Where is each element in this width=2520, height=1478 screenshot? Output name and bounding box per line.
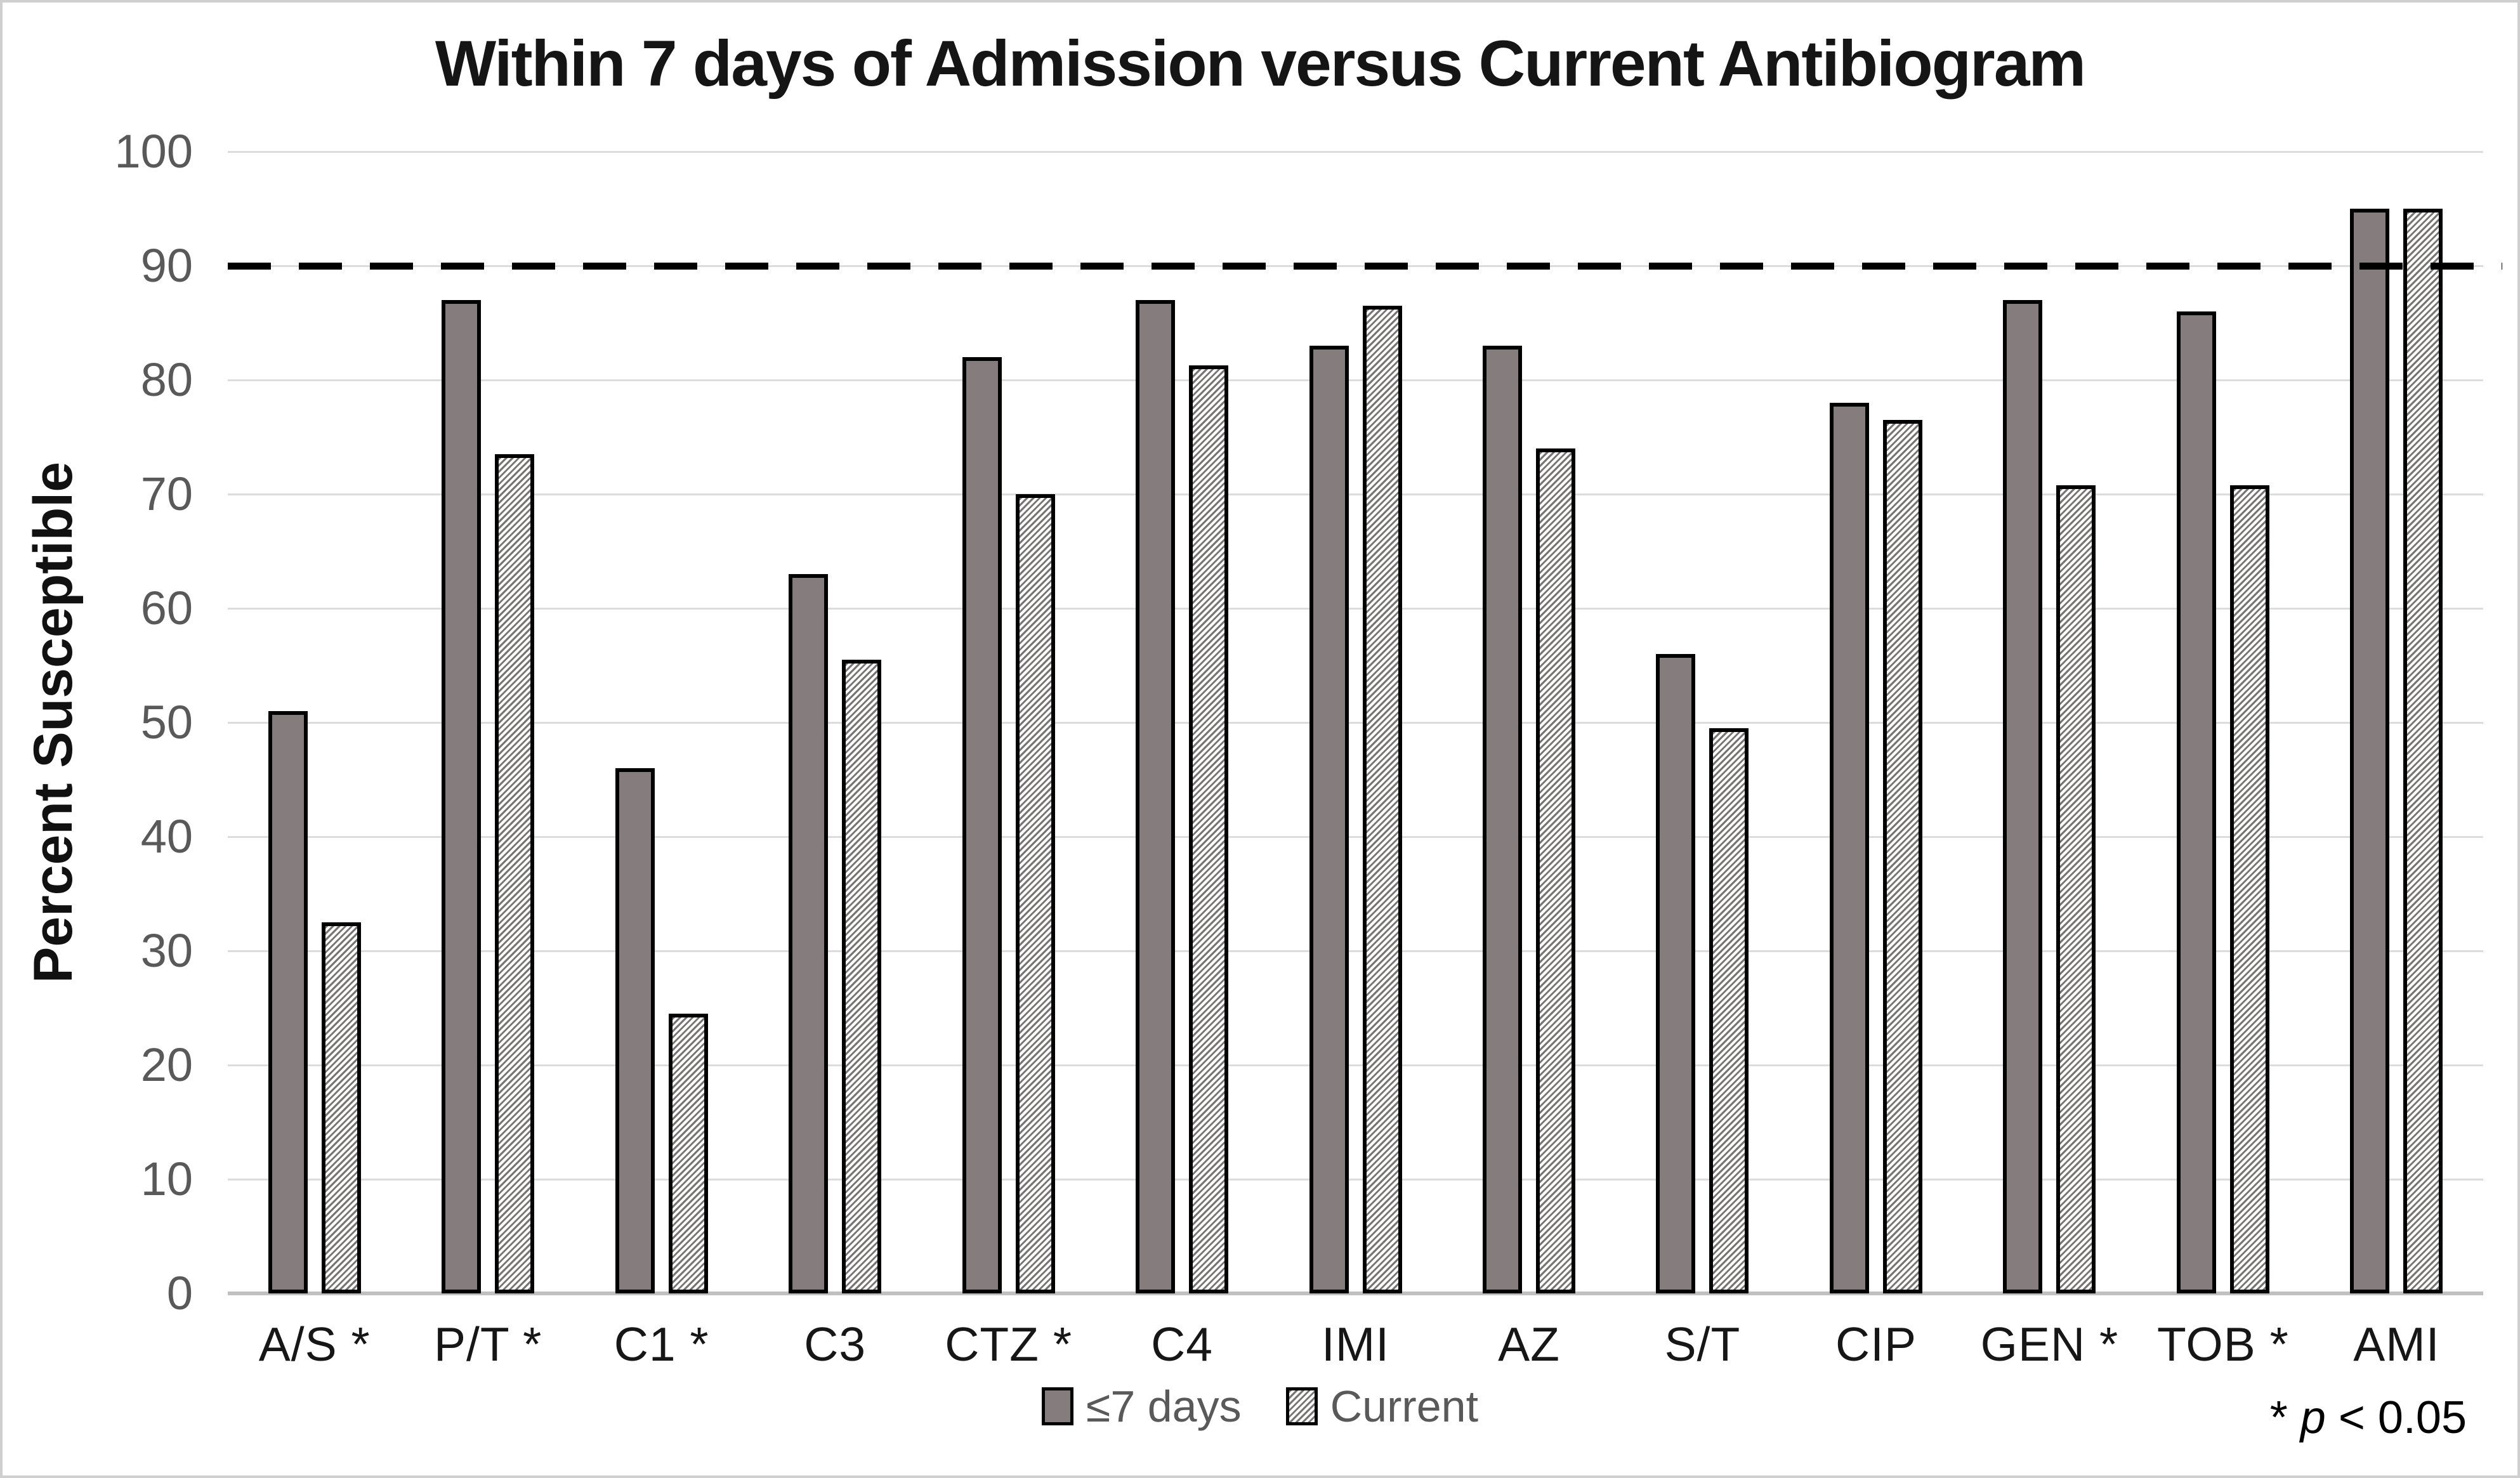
legend-swatch-hatched — [1285, 1387, 1318, 1425]
legend-item-current: Current — [1285, 1381, 1479, 1432]
bar-current-st — [1709, 728, 1749, 1293]
x-axis-labels: A/S * P/T * C1 * C3 CTZ * C4 IMI AZ S/T CIP GEN * T… — [228, 1317, 2483, 1371]
bar-group-c1 — [575, 152, 748, 1293]
bar-group-pt — [401, 152, 574, 1293]
y-tick-label-50: 50 — [140, 696, 193, 749]
bar-current-imi — [1362, 306, 1402, 1293]
x-label-c4: C4 — [1151, 1318, 1214, 1371]
x-label-az: AZ — [1498, 1318, 1560, 1371]
bar-le7days-ctz — [962, 357, 1002, 1293]
bar-group-imi — [1269, 152, 1442, 1293]
footnote-prefix: * — [2269, 1392, 2300, 1443]
x-label-c1: C1 * — [614, 1318, 709, 1371]
bar-current-c3 — [842, 660, 882, 1293]
gridline-30 — [228, 950, 2483, 952]
chart-title: Within 7 days of Admission versus Curren… — [435, 27, 2086, 100]
bar-le7days-pt — [442, 300, 482, 1293]
x-label-ami: AMI — [2353, 1318, 2440, 1371]
bar-current-cip — [1882, 420, 1922, 1293]
bar-current-c4 — [1189, 365, 1229, 1293]
bar-group-st — [1616, 152, 1789, 1293]
x-label-tob: TOB * — [2156, 1318, 2289, 1371]
bar-group-cip — [1789, 152, 1962, 1293]
bar-current-ctz — [1015, 494, 1055, 1293]
gridline-20 — [228, 1064, 2483, 1066]
bar-current-as — [321, 922, 361, 1293]
legend-item-le7days: ≤7 days — [1041, 1381, 1242, 1432]
gridline-60 — [228, 608, 2483, 610]
x-label-as: A/S * — [258, 1318, 371, 1371]
x-label-imi: IMI — [1321, 1318, 1390, 1371]
y-tick-label-30: 30 — [140, 924, 193, 977]
y-tick-label-10: 10 — [140, 1153, 193, 1205]
bar-group-gen — [1963, 152, 2136, 1293]
y-tick-label-0: 0 — [166, 1267, 193, 1319]
significance-footnote: * p < 0.05 — [2270, 1392, 2467, 1444]
x-label-pt: P/T * — [434, 1318, 542, 1371]
bar-le7days-tob — [2176, 311, 2216, 1293]
reference-line-90 — [228, 263, 2502, 270]
bar-le7days-st — [1656, 654, 1696, 1293]
legend-label-current: Current — [1330, 1382, 1479, 1431]
gridline-40 — [228, 836, 2483, 838]
bar-current-c1 — [668, 1014, 708, 1293]
y-tick-label-90: 90 — [140, 239, 193, 292]
bar-current-pt — [495, 454, 535, 1293]
legend-swatch-solid — [1041, 1387, 1073, 1425]
bar-group-c3 — [748, 152, 921, 1293]
x-label-c3: C3 — [804, 1318, 867, 1371]
y-axis-tick-labels: 0 10 20 30 40 50 60 70 80 90 100 — [3, 3, 193, 1475]
x-axis-line — [228, 1292, 2483, 1295]
legend-label-le7days: ≤7 days — [1086, 1382, 1242, 1431]
bar-le7days-as — [268, 711, 308, 1293]
legend: ≤7 days Current — [3, 1378, 2517, 1435]
bar-current-az — [1536, 448, 1576, 1293]
bar-group-ctz — [922, 152, 1095, 1293]
bar-current-ami — [2403, 209, 2443, 1293]
y-tick-label-80: 80 — [140, 353, 193, 406]
gridline-50 — [228, 722, 2483, 724]
bar-group-tob — [2136, 152, 2309, 1293]
footnote-suffix: < 0.05 — [2325, 1392, 2467, 1443]
gridline-10 — [228, 1179, 2483, 1180]
bar-group-as — [228, 152, 401, 1293]
gridline-80 — [228, 379, 2483, 381]
bar-group-c4 — [1095, 152, 1268, 1293]
x-label-ctz: CTZ * — [945, 1318, 1073, 1371]
gridline-100 — [228, 151, 2483, 153]
bar-le7days-gen — [2003, 300, 2043, 1293]
gridline-70 — [228, 494, 2483, 495]
bar-group-az — [1442, 152, 1615, 1293]
bar-le7days-c3 — [789, 574, 829, 1293]
x-label-gen: GEN * — [1980, 1318, 2119, 1371]
bar-le7days-az — [1483, 346, 1523, 1293]
bar-le7days-ami — [2350, 209, 2390, 1293]
bar-le7days-c1 — [615, 768, 655, 1293]
footnote-p: p — [2300, 1392, 2326, 1443]
y-tick-label-100: 100 — [114, 125, 193, 178]
bar-current-gen — [2056, 485, 2096, 1293]
y-tick-label-20: 20 — [140, 1038, 193, 1091]
y-tick-label-40: 40 — [140, 810, 193, 863]
x-label-cip: CIP — [1835, 1318, 1917, 1371]
x-label-st: S/T — [1664, 1318, 1741, 1371]
y-tick-label-70: 70 — [140, 468, 193, 520]
bar-group-ami — [2310, 152, 2483, 1293]
bar-groups — [228, 152, 2483, 1293]
bar-le7days-cip — [1829, 403, 1869, 1293]
bar-le7days-c4 — [1136, 300, 1176, 1293]
plot-area — [228, 151, 2502, 1295]
y-tick-label-60: 60 — [140, 582, 193, 634]
bar-current-tob — [2229, 485, 2269, 1293]
bar-le7days-imi — [1309, 346, 1349, 1293]
